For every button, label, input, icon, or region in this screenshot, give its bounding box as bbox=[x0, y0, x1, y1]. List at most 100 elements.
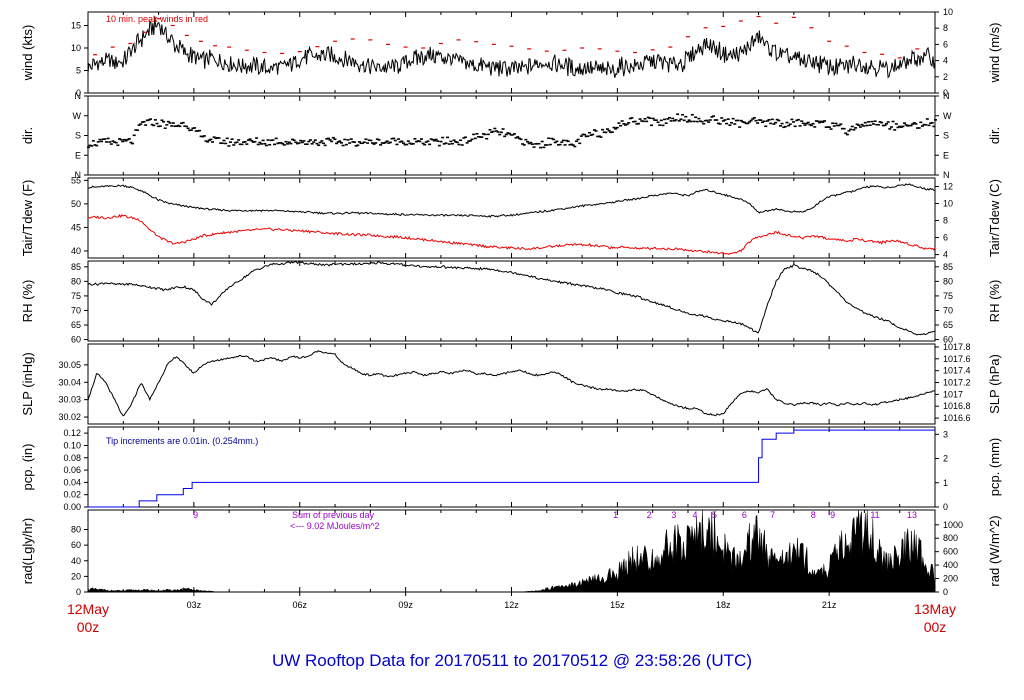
dir-point bbox=[237, 139, 241, 141]
dir-point bbox=[395, 143, 399, 146]
dir-point bbox=[561, 139, 565, 142]
dir-point bbox=[558, 143, 562, 146]
dir-point bbox=[118, 138, 122, 140]
dir-point bbox=[824, 126, 828, 129]
dir-point bbox=[805, 122, 809, 125]
dir-point bbox=[744, 122, 748, 125]
dir-point bbox=[459, 139, 463, 142]
dir-point bbox=[821, 121, 825, 123]
dir-point bbox=[925, 118, 929, 120]
dir-ytick-label: N bbox=[75, 170, 82, 180]
dir-point bbox=[392, 137, 396, 140]
dir-point bbox=[449, 140, 453, 143]
dir-point bbox=[134, 129, 138, 131]
dir-point bbox=[282, 144, 286, 146]
dir-point bbox=[186, 127, 190, 130]
dir-point bbox=[747, 121, 751, 123]
dir-point bbox=[787, 124, 791, 127]
precip-note: Tip increments are 0.01in. (0.254mm.) bbox=[106, 436, 258, 446]
dir-point bbox=[103, 138, 107, 140]
dir-point bbox=[157, 125, 161, 128]
dir-point bbox=[180, 122, 184, 125]
dir-point bbox=[328, 139, 332, 141]
slp-line bbox=[87, 350, 936, 417]
dir-point bbox=[563, 144, 567, 146]
dir-point bbox=[504, 133, 508, 136]
dir-point bbox=[868, 124, 872, 127]
dir-point bbox=[700, 120, 704, 123]
dir-point bbox=[255, 137, 259, 139]
dir-point bbox=[811, 122, 815, 125]
dir-point bbox=[663, 118, 667, 121]
dir-point bbox=[503, 135, 507, 138]
dir-point bbox=[723, 119, 727, 121]
dir-point bbox=[702, 122, 706, 125]
slp-ytick-label: 30.02 bbox=[58, 412, 81, 422]
dir-point bbox=[922, 123, 926, 126]
dir-point bbox=[336, 141, 340, 143]
slp-ytick-right-label: 1016.8 bbox=[943, 401, 971, 411]
rh-panel-frame bbox=[87, 260, 936, 342]
dir-point bbox=[242, 141, 246, 143]
dir-point bbox=[266, 139, 270, 141]
dir-point bbox=[235, 141, 239, 144]
dir-point bbox=[217, 137, 221, 139]
dir-point bbox=[916, 127, 920, 129]
dir-point bbox=[526, 140, 530, 143]
dir-point bbox=[854, 127, 858, 129]
dir-point bbox=[674, 119, 678, 121]
dir-point bbox=[808, 123, 812, 126]
dir-point bbox=[428, 143, 432, 146]
dir-point bbox=[537, 142, 541, 145]
dir-point bbox=[798, 125, 802, 127]
dir-point bbox=[578, 142, 582, 145]
dir-point bbox=[865, 124, 869, 127]
dir-point bbox=[557, 144, 561, 146]
time-tick-label: 21z bbox=[822, 600, 837, 610]
dir-point bbox=[904, 124, 908, 126]
dir-point bbox=[813, 126, 817, 128]
dir-point bbox=[397, 138, 401, 140]
dir-point bbox=[470, 138, 474, 141]
dir-point bbox=[158, 125, 162, 127]
dir-point bbox=[614, 128, 618, 130]
dir-point bbox=[619, 124, 623, 127]
dir-point bbox=[333, 138, 337, 141]
dir-point bbox=[633, 120, 637, 123]
rad-ytick-right-label: 600 bbox=[943, 547, 958, 557]
dir-point bbox=[712, 115, 716, 117]
dir-point bbox=[344, 143, 348, 146]
dir-ytick-label: S bbox=[75, 131, 81, 141]
start-date-label: 12May bbox=[67, 601, 109, 617]
slp-ytick-right-label: 1016.6 bbox=[943, 413, 971, 423]
dir-point bbox=[628, 117, 632, 120]
slp-ytick-right-label: 1017.4 bbox=[943, 366, 971, 376]
dir-point bbox=[348, 142, 352, 144]
dir-point bbox=[243, 140, 247, 143]
dir-point bbox=[692, 120, 696, 123]
dir-point bbox=[122, 138, 126, 141]
dir-point bbox=[775, 118, 779, 121]
rad-day-label: 1 bbox=[613, 510, 618, 520]
slp-ytick-right-label: 1017.8 bbox=[943, 342, 971, 352]
dir-point bbox=[893, 129, 897, 131]
dir-point bbox=[361, 142, 365, 145]
dir-point bbox=[924, 123, 928, 126]
dir-point bbox=[542, 146, 546, 149]
rad-day-label: 6 bbox=[742, 510, 747, 520]
dir-ytick-right-label: S bbox=[943, 131, 949, 141]
rh-panel: RH (%) RH (%) 60 65 70 75 80 85 60 65 70 75 80 85 bbox=[20, 260, 1002, 345]
dir-point bbox=[227, 145, 231, 147]
dir-point bbox=[730, 121, 734, 124]
dir-point bbox=[847, 130, 851, 132]
rad-panel: rad(Lgly/hr) rad (W/m^2)02040608002004006… bbox=[20, 509, 1002, 597]
dir-point bbox=[643, 117, 647, 120]
dir-point bbox=[152, 124, 156, 127]
dir-point bbox=[625, 123, 629, 126]
dir-point bbox=[485, 137, 489, 140]
dir-point bbox=[465, 142, 469, 144]
dir-point bbox=[372, 143, 376, 145]
dir-point bbox=[803, 124, 807, 126]
wind-ylabel-right: wind (m/s) bbox=[987, 23, 1002, 84]
